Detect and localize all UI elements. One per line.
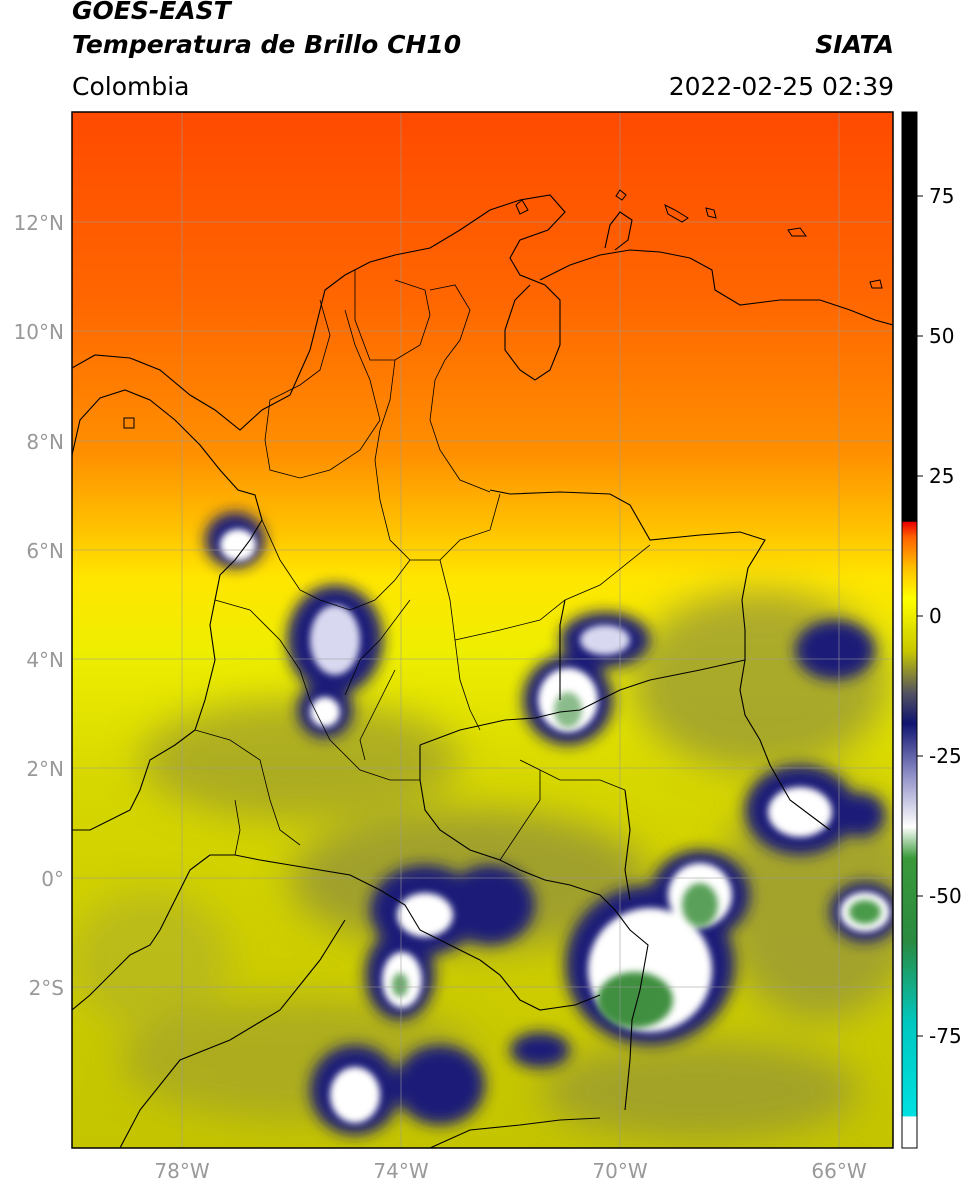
lat-tick-label: 12°N: [14, 211, 64, 235]
colorbar-tick-label: -25: [929, 744, 962, 768]
colorbar: 75 50 25 0 -25 -50 -75: [901, 111, 962, 1149]
map-frame: [71, 111, 894, 1149]
colorbar-tick-label: 75: [929, 184, 954, 208]
lat-tick-label: 2°S: [29, 976, 64, 1000]
colorbar-tick-label: -50: [929, 884, 962, 908]
graticule: [72, 112, 893, 1148]
latitude-labels: 12°N 10°N 8°N 6°N 4°N 2°N 0° 2°S: [14, 211, 64, 1000]
lat-tick-label: 10°N: [14, 320, 64, 344]
lon-tick-label: 70°W: [592, 1159, 647, 1183]
departmental-borders: [194, 270, 651, 861]
datetime-label: 2022-02-25 02:39: [668, 72, 894, 101]
colorbar-frame: [901, 111, 918, 1149]
lat-tick-label: 8°N: [26, 430, 64, 454]
colorbar-gradient: [902, 112, 917, 1148]
longitude-labels: 78°W 74°W 70°W 66°W: [154, 1159, 866, 1183]
colorbar-tick-label: 25: [929, 464, 954, 488]
lon-tick-label: 78°W: [154, 1159, 209, 1183]
lon-tick-label: 66°W: [811, 1159, 866, 1183]
lat-tick-label: 2°N: [26, 757, 64, 781]
source-label: SIATA: [815, 30, 894, 59]
lat-tick-label: 6°N: [26, 539, 64, 563]
lat-tick-label: 4°N: [26, 648, 64, 672]
lat-tick-label: 0°: [41, 867, 64, 891]
product-title: Temperatura de Brillo CH10: [72, 30, 462, 59]
lon-tick-label: 74°W: [373, 1159, 428, 1183]
colorbar-tick-label: 0: [929, 604, 942, 628]
colorbar-tick-label: -75: [929, 1024, 962, 1048]
islands: [123, 189, 883, 429]
satellite-title: GOES-EAST: [72, 0, 231, 25]
storm-cells: [205, 512, 893, 1135]
coastlines-and-borders: [72, 194, 893, 1148]
colorbar-tick-label: 50: [929, 324, 954, 348]
region-label: Colombia: [72, 72, 190, 101]
map-panel: [72, 112, 893, 1148]
